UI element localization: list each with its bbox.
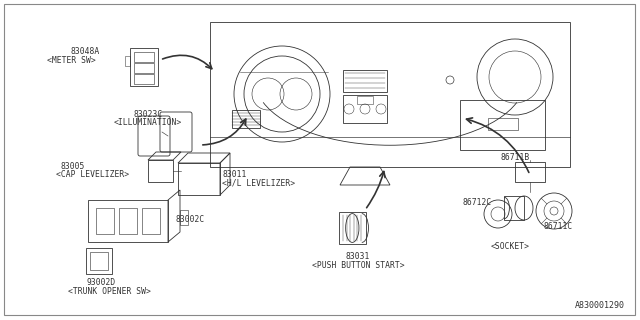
Text: 83048A: 83048A <box>71 47 100 56</box>
Bar <box>232 110 260 128</box>
Bar <box>142 208 160 234</box>
Bar <box>504 196 524 220</box>
Text: 93002D: 93002D <box>86 278 115 287</box>
Text: 83005: 83005 <box>60 162 84 171</box>
Bar <box>96 208 114 234</box>
Text: 83031: 83031 <box>346 252 370 261</box>
Bar <box>134 63 154 73</box>
Bar <box>119 208 137 234</box>
Bar <box>88 200 168 242</box>
Bar <box>210 22 570 167</box>
Text: 83023C: 83023C <box>133 110 163 119</box>
Bar <box>339 212 365 244</box>
Bar <box>460 100 545 150</box>
Text: <METER SW>: <METER SW> <box>47 56 96 65</box>
Bar <box>148 160 173 182</box>
Text: 83011: 83011 <box>222 170 246 179</box>
Text: 86711C: 86711C <box>543 222 572 231</box>
Bar <box>488 118 518 130</box>
Text: 86711B: 86711B <box>500 153 530 162</box>
Text: <ILLUMINATION>: <ILLUMINATION> <box>114 118 182 127</box>
Text: <CAP LEVELIZER>: <CAP LEVELIZER> <box>56 170 129 179</box>
Text: A830001290: A830001290 <box>575 301 625 310</box>
Text: <H/L LEVELIZER>: <H/L LEVELIZER> <box>222 178 295 187</box>
Bar <box>178 163 220 195</box>
Bar <box>134 74 154 84</box>
Bar <box>130 48 158 86</box>
Text: <SOCKET>: <SOCKET> <box>490 242 529 251</box>
Bar <box>134 52 154 62</box>
Bar <box>180 210 188 225</box>
Text: 86712C: 86712C <box>463 198 492 207</box>
Bar <box>357 96 373 104</box>
Bar <box>515 162 545 182</box>
Bar <box>86 248 112 274</box>
Bar <box>343 70 387 92</box>
Bar <box>90 252 108 270</box>
Text: <TRUNK OPENER SW>: <TRUNK OPENER SW> <box>68 287 151 296</box>
Text: 83002C: 83002C <box>175 215 204 224</box>
Bar <box>343 95 387 123</box>
Bar <box>125 56 130 66</box>
Text: <PUSH BUTTON START>: <PUSH BUTTON START> <box>312 261 404 270</box>
